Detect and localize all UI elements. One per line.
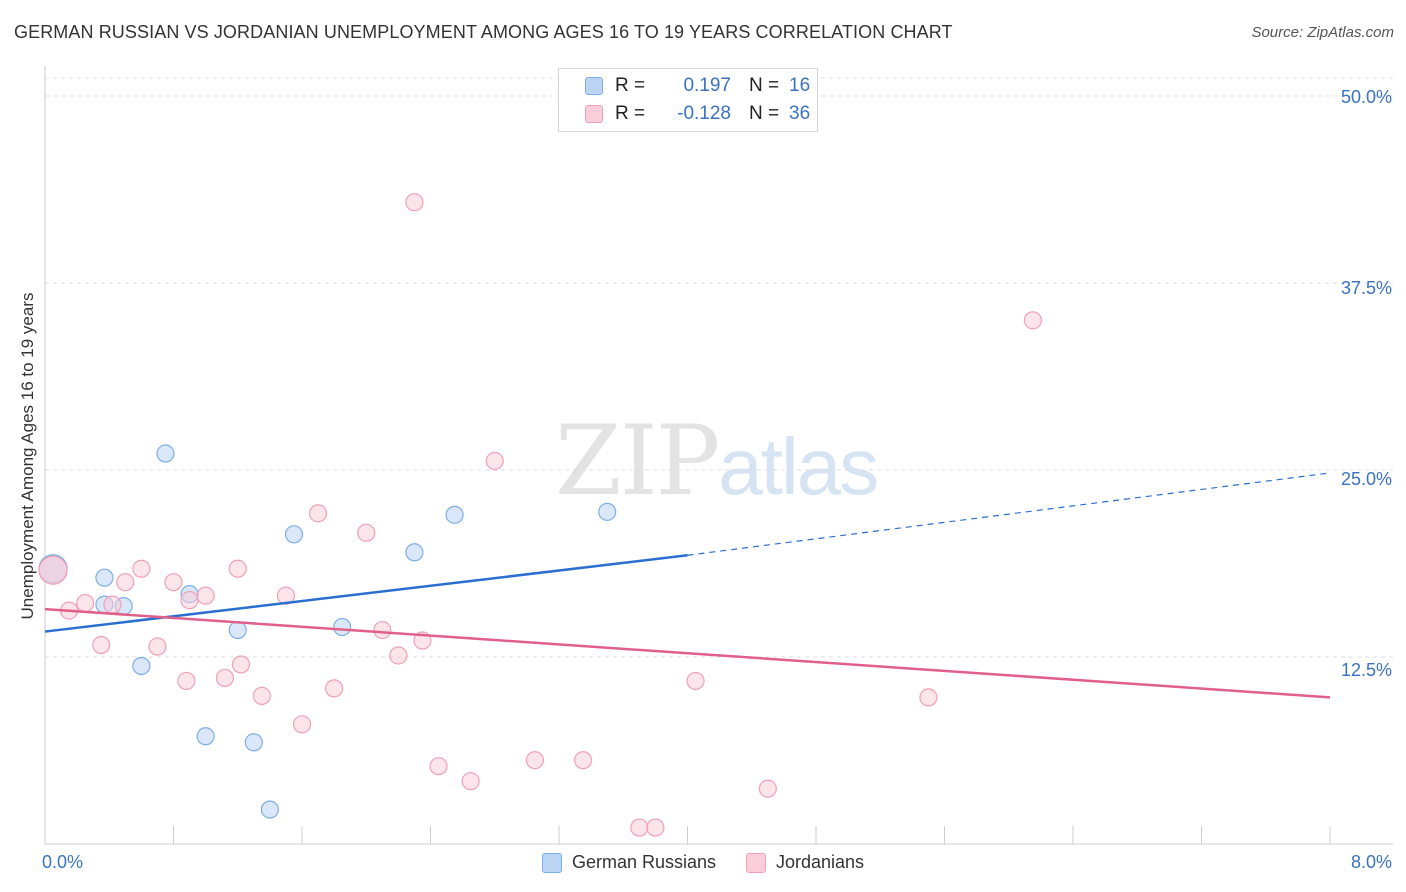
point-jordanians	[357, 523, 376, 542]
watermark-atlas: atlas	[718, 422, 879, 511]
legend-r-label: R =	[615, 75, 646, 96]
legend-label-german-russians: German Russians	[571, 852, 716, 872]
point-jordanians	[228, 559, 247, 578]
point-german-russians	[260, 800, 279, 819]
correlation-legend: R = 0.197 N = 16 R = -0.128 N = 36	[558, 68, 818, 132]
point-jordanians	[164, 573, 183, 592]
legend-swatch-jordanians	[746, 852, 766, 873]
watermark: ZIPatlas	[555, 405, 879, 517]
legend-n-label: N =	[749, 75, 780, 96]
point-jordanians	[405, 193, 424, 212]
legend-r-value: 0.197	[683, 75, 731, 96]
legend-item-jordanians: Jordanians	[746, 852, 864, 873]
y-tick-label-50: 50.0%	[1340, 87, 1392, 107]
chart-title: GERMAN RUSSIAN VS JORDANIAN UNEMPLOYMENT…	[14, 22, 953, 42]
legend-r-label: R =	[615, 103, 646, 124]
x-tick-label-max: 8.0%	[1350, 852, 1392, 872]
point-jordanians	[525, 751, 545, 770]
point-german-russians	[405, 543, 424, 562]
point-jordanians	[132, 559, 151, 578]
point-german-russians	[284, 525, 304, 544]
point-jordanians	[686, 671, 705, 691]
point-jordanians	[429, 757, 448, 776]
point-jordanians	[292, 715, 312, 734]
legend-row-german-russians: R = 0.197 N = 16	[585, 72, 810, 100]
legend-swatch-jordanians	[585, 105, 603, 123]
legend-swatch-german-russians	[585, 77, 603, 95]
legend-label-jordanians: Jordanians	[776, 852, 865, 872]
point-german-russians	[156, 444, 175, 463]
point-jordanians	[646, 818, 665, 837]
source-label: Source: ZipAtlas.com	[1251, 24, 1394, 41]
point-jordanians	[485, 451, 504, 471]
point-german-russians	[95, 568, 114, 587]
point-jordanians	[373, 620, 392, 640]
point-jordanians	[389, 646, 408, 665]
point-jordanians	[76, 594, 95, 613]
point-jordanians	[461, 772, 480, 791]
point-jordanians	[38, 555, 68, 585]
point-german-russians	[228, 620, 247, 640]
trendline-jordanians	[44, 607, 1331, 699]
legend-n-value: 36	[789, 103, 811, 124]
watermark-zip: ZIP	[555, 405, 720, 517]
point-german-russians	[196, 727, 215, 746]
point-jordanians	[103, 595, 122, 614]
point-jordanians	[1023, 311, 1042, 330]
point-german-russians	[445, 505, 464, 524]
point-jordanians	[252, 686, 271, 705]
legend-row-jordanians: R = -0.128 N = 36	[585, 100, 810, 128]
point-jordanians	[308, 504, 328, 523]
point-german-russians	[333, 617, 352, 637]
point-jordanians	[758, 779, 777, 798]
point-jordanians	[148, 637, 167, 656]
point-jordanians	[116, 573, 135, 592]
legend-n-label: N =	[749, 103, 780, 124]
legend-r-value: -0.128	[677, 103, 731, 124]
point-jordanians	[180, 591, 199, 610]
y-tick-label-25: 25.0%	[1340, 469, 1392, 489]
point-jordanians	[196, 586, 215, 605]
point-jordanians	[919, 688, 938, 707]
legend-item-german-russians: German Russians	[541, 852, 716, 873]
point-german-russians	[244, 733, 263, 752]
point-jordanians	[215, 668, 234, 688]
trendline-german-russians	[44, 554, 688, 633]
legend-n-value: 16	[789, 75, 811, 96]
legend-swatch-german-russians	[541, 852, 562, 873]
point-german-russians	[598, 502, 617, 521]
y-tick-label-12-5: 12.5%	[1340, 660, 1392, 680]
trendline-german-russians-extrapolated	[687, 472, 1331, 556]
point-german-russians	[132, 656, 151, 676]
series-legend: German Russians Jordanians	[0, 852, 1406, 873]
point-jordanians	[231, 655, 251, 674]
point-jordanians	[325, 679, 344, 698]
point-jordanians	[573, 751, 593, 770]
point-jordanians	[92, 635, 111, 655]
point-jordanians	[630, 818, 649, 837]
y-tick-label-37-5: 37.5%	[1340, 278, 1392, 298]
x-tick-label-min: 0.0%	[42, 852, 84, 872]
point-jordanians	[177, 671, 196, 691]
